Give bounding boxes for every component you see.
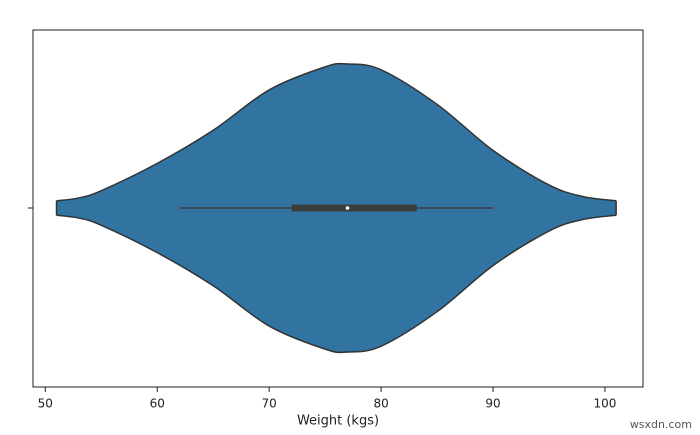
watermark: wsxdn.com: [630, 418, 692, 431]
violin-upper: [56, 63, 617, 208]
x-axis-label: Weight (kgs): [297, 414, 379, 429]
x-tick-label: 90: [485, 397, 500, 411]
violin-outline: [56, 62, 617, 202]
violin-lower: [56, 208, 617, 353]
x-tick-label: 70: [262, 397, 277, 411]
violin-outline: [56, 214, 617, 354]
box: [291, 204, 417, 212]
x-tick-label: 50: [38, 397, 53, 411]
x-tick-label: 60: [150, 397, 165, 411]
x-tick-label: 80: [373, 397, 388, 411]
median: [345, 206, 350, 210]
x-tick-label: 100: [593, 397, 616, 411]
